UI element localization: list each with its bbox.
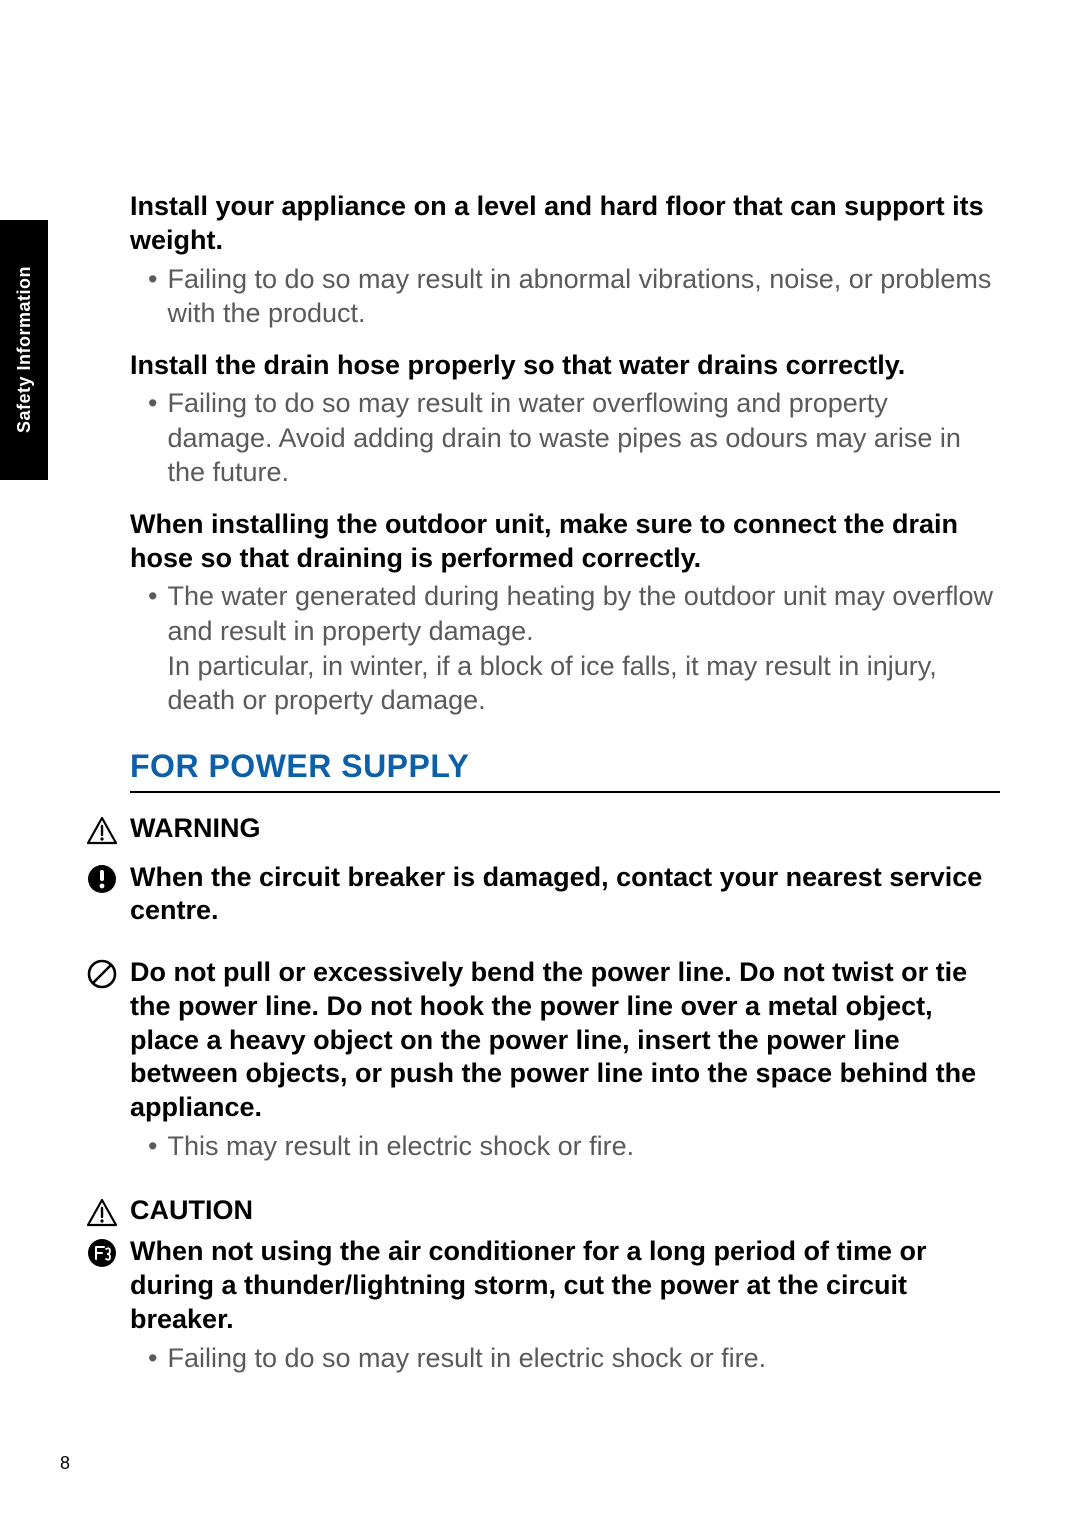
warning-row: WARNING [86,813,1000,847]
not-using-row: When not using the air conditioner for a… [86,1235,1000,1375]
bullet-dot: • [148,262,167,331]
caution-row: CAUTION [86,1195,1000,1229]
power-line-heading: Do not pull or excessively bend the powe… [130,956,1000,1125]
caution-triangle-icon [86,1195,130,1229]
bullet-text: Failing to do so may result in water ove… [167,386,1000,490]
power-line-row: Do not pull or excessively bend the powe… [86,956,1000,1181]
bullet-dot: • [148,1129,167,1164]
outdoor-unit-heading: When installing the outdoor unit, make s… [130,508,1000,576]
circuit-breaker-row: When the circuit breaker is damaged, con… [86,861,1000,943]
caution-label: CAUTION [130,1195,1000,1226]
circuit-breaker-heading: When the circuit breaker is damaged, con… [130,861,1000,929]
install-level-bullet: • Failing to do so may result in abnorma… [130,262,1000,331]
prohibition-icon [86,956,130,1181]
instruction-circle-icon [86,1235,130,1375]
power-supply-heading: FOR POWER SUPPLY [130,748,1000,785]
bullet-text: The water generated during heating by th… [167,579,1000,717]
drain-hose-heading: Install the drain hose properly so that … [130,349,1000,383]
not-using-bullet: • Failing to do so may result in electri… [130,1341,1000,1376]
bullet-text: Failing to do so may result in electric … [167,1341,1000,1376]
page-number: 8 [60,1453,70,1474]
exclamation-circle-icon [86,861,130,943]
warning-label: WARNING [130,813,1000,844]
drain-hose-bullet: • Failing to do so may result in water o… [130,386,1000,490]
bullet-dot: • [148,386,167,490]
side-tab: Safety Information [0,220,48,480]
not-using-heading: When not using the air conditioner for a… [130,1235,1000,1336]
outdoor-unit-bullet: • The water generated during heating by … [130,579,1000,717]
bullet-dot: • [148,1341,167,1376]
bullet-text: This may result in electric shock or fir… [167,1129,1000,1164]
side-tab-text: Safety Information [14,266,35,433]
power-line-bullet: • This may result in electric shock or f… [130,1129,1000,1164]
warning-triangle-icon [86,813,130,847]
bullet-dot: • [148,579,167,717]
bullet-text: Failing to do so may result in abnormal … [167,262,1000,331]
section-rule [130,791,1000,793]
page-content: Install your appliance on a level and ha… [130,190,1000,1375]
install-level-heading: Install your appliance on a level and ha… [130,190,1000,258]
